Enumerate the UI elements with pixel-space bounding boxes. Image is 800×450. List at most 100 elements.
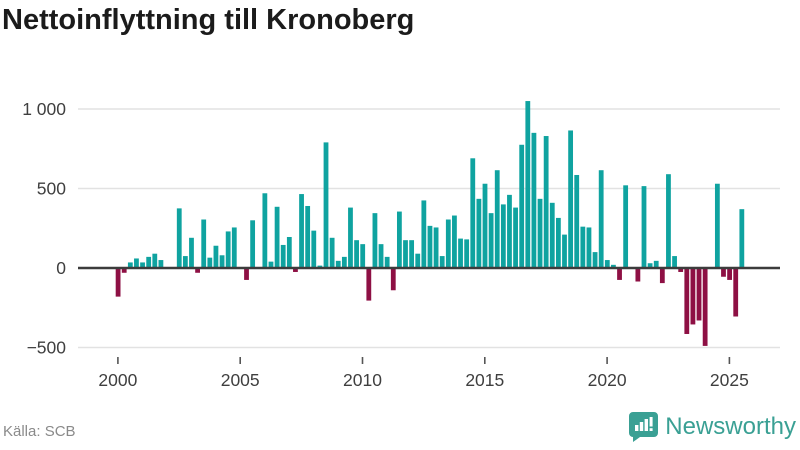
quarter-bar bbox=[293, 268, 298, 272]
quarter-bar bbox=[262, 193, 268, 268]
quarter-bar bbox=[305, 205, 311, 268]
x-axis-tick-label: 2010 bbox=[343, 370, 382, 390]
quarter-bar bbox=[482, 183, 488, 268]
quarter-bar bbox=[341, 256, 347, 268]
newsworthy-wordmark: Newsworthy bbox=[665, 412, 796, 440]
quarter-bar bbox=[647, 263, 653, 268]
quarter-bar bbox=[384, 256, 390, 268]
quarter-bar bbox=[121, 268, 127, 273]
quarter-bar bbox=[611, 264, 616, 268]
chart-footer: Källa: SCB Newsworthy bbox=[0, 410, 800, 444]
quarter-bar bbox=[280, 244, 286, 268]
quarter-bar bbox=[543, 136, 549, 268]
quarter-bar bbox=[727, 268, 732, 280]
quarter-bar bbox=[617, 268, 622, 280]
quarter-bar bbox=[458, 238, 463, 268]
quarter-bar bbox=[549, 202, 555, 268]
quarter-bar bbox=[409, 240, 415, 268]
quarter-bar bbox=[231, 227, 237, 268]
quarter-bar bbox=[470, 158, 476, 268]
quarter-bar bbox=[140, 262, 145, 268]
quarter-bar bbox=[439, 256, 445, 268]
quarter-bar bbox=[739, 209, 745, 268]
quarter-bar bbox=[335, 260, 341, 268]
quarter-bar bbox=[274, 206, 280, 268]
quarter-bar bbox=[158, 260, 164, 268]
quarter-bar bbox=[189, 237, 194, 268]
quarter-bar bbox=[500, 204, 506, 268]
x-axis-tick-label: 2000 bbox=[98, 370, 137, 390]
quarter-bar bbox=[244, 268, 249, 280]
quarter-bar bbox=[176, 208, 182, 268]
quarter-bar bbox=[513, 207, 518, 268]
quarter-bar bbox=[507, 194, 512, 268]
quarter-bar bbox=[225, 231, 231, 268]
quarter-bar bbox=[531, 132, 537, 268]
quarter-bar bbox=[250, 220, 256, 268]
quarter-bar bbox=[195, 268, 200, 273]
quarter-bar bbox=[653, 260, 659, 268]
quarter-bar bbox=[733, 268, 739, 317]
quarter-bar bbox=[421, 200, 427, 268]
y-axis-tick-label: −500 bbox=[27, 338, 67, 358]
quarter-bar bbox=[696, 268, 702, 321]
quarter-bar bbox=[464, 239, 470, 268]
quarter-bar bbox=[311, 230, 317, 268]
quarter-bar bbox=[519, 144, 525, 268]
quarter-bar bbox=[641, 186, 647, 268]
quarter-bar bbox=[366, 268, 372, 301]
quarter-bar bbox=[702, 268, 708, 346]
quarter-bar bbox=[537, 198, 543, 268]
quarter-bar bbox=[127, 262, 133, 268]
x-axis-tick-label: 2020 bbox=[588, 370, 627, 390]
quarter-bar bbox=[666, 174, 671, 268]
y-axis-tick-label: 0 bbox=[56, 258, 66, 278]
quarter-bar bbox=[525, 101, 531, 268]
quarter-bar bbox=[433, 227, 439, 268]
quarter-bar bbox=[182, 256, 188, 268]
quarter-bar bbox=[299, 194, 304, 268]
quarter-bar bbox=[623, 185, 629, 268]
quarter-bar bbox=[672, 256, 677, 268]
quarter-bar bbox=[323, 142, 329, 268]
x-axis-tick-label: 2005 bbox=[221, 370, 260, 390]
quarter-bar bbox=[452, 215, 457, 268]
quarter-bar bbox=[580, 226, 586, 268]
newsworthy-bubble-chart-icon bbox=[629, 412, 659, 442]
quarter-bar bbox=[372, 213, 378, 268]
newsworthy-logo: Newsworthy bbox=[629, 411, 796, 442]
quarter-bar bbox=[574, 174, 580, 268]
quarter-bar bbox=[427, 225, 433, 268]
quarter-bar bbox=[390, 268, 396, 291]
x-axis-tick-label: 2025 bbox=[710, 370, 749, 390]
quarter-bar bbox=[592, 252, 598, 268]
quarter-bar bbox=[207, 257, 213, 268]
quarter-bar bbox=[714, 183, 720, 268]
quarter-bar bbox=[348, 207, 353, 268]
quarter-bar bbox=[403, 240, 408, 268]
chart-title: Nettoinflyttning till Kronoberg bbox=[2, 4, 415, 36]
quarter-bar bbox=[678, 268, 684, 272]
quarter-bar bbox=[690, 268, 696, 325]
quarter-bar bbox=[488, 213, 494, 268]
quarter-bar bbox=[445, 219, 451, 268]
y-axis-tick-label: 500 bbox=[37, 179, 66, 199]
quarter-bar bbox=[494, 170, 500, 268]
source-note: Källa: SCB bbox=[3, 423, 76, 440]
quarter-bar bbox=[415, 253, 421, 268]
quarter-bar bbox=[568, 130, 574, 268]
quarter-bar bbox=[152, 253, 158, 268]
quarter-bar bbox=[476, 198, 482, 268]
quarter-bar bbox=[213, 245, 219, 268]
quarter-bar bbox=[396, 211, 402, 268]
quarter-bar bbox=[562, 234, 567, 268]
quarter-bar bbox=[586, 227, 592, 268]
quarter-bar bbox=[219, 255, 225, 268]
quarter-bar bbox=[286, 236, 292, 268]
quarter-bar bbox=[598, 170, 604, 268]
quarter-bar bbox=[659, 268, 665, 284]
x-axis-tick-label: 2015 bbox=[465, 370, 504, 390]
quarter-bar bbox=[146, 256, 152, 268]
